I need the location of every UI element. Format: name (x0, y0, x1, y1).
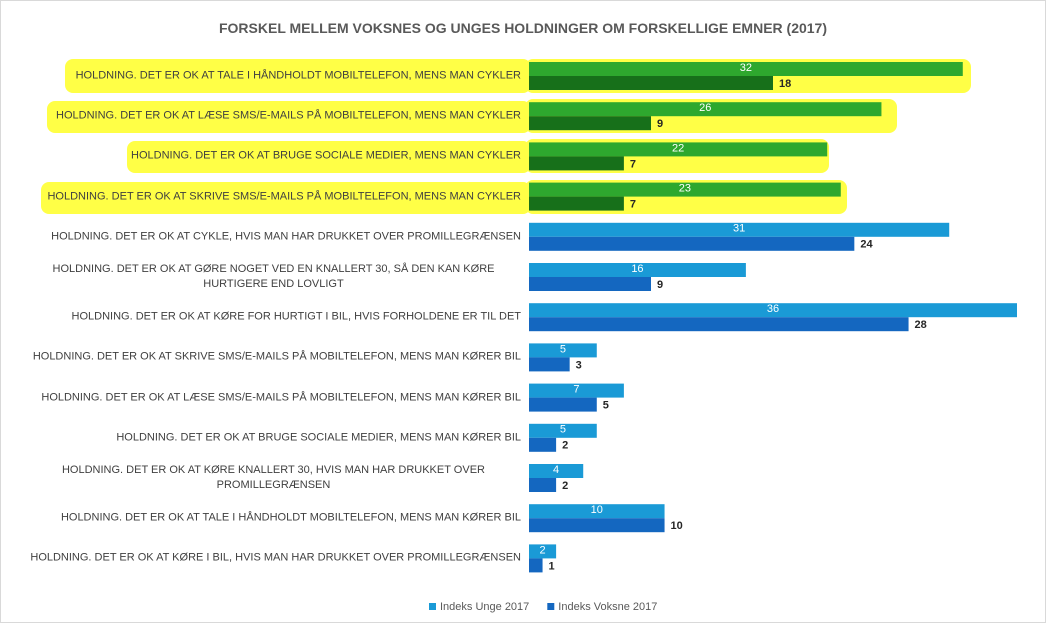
bar (529, 383, 624, 398)
bar (529, 518, 665, 533)
value-label: 32 (740, 62, 752, 74)
value-label: 7 (630, 158, 636, 170)
bar (529, 277, 651, 291)
category-text: HOLDNING. DET ER OK AT TALE I HÅNDHOLDT … (75, 69, 521, 82)
value-label: 5 (603, 400, 609, 412)
value-label: 10 (671, 520, 683, 532)
value-label: 1 (549, 560, 555, 572)
value-label: 31 (733, 223, 745, 235)
highlight (127, 141, 531, 173)
bar (529, 263, 746, 277)
value-label: 5 (560, 424, 566, 436)
highlight (41, 182, 531, 214)
category-text: HOLDNING. DET ER OK AT SKRIVE SMS/E-MAIL… (47, 190, 521, 203)
bar (529, 478, 557, 492)
category-label: HOLDNING. DET ER OK AT TALE I HÅNDHOLDT … (21, 511, 521, 526)
category-label: HOLDNING. DET ER OK AT KØRE I BIL, HVIS … (21, 551, 521, 566)
bar (529, 544, 557, 559)
category-text: HOLDNING. DET ER OK AT TALE I HÅNDHOLDT … (60, 511, 521, 524)
value-label: 10 (591, 504, 603, 516)
value-label: 26 (699, 102, 711, 114)
bar (529, 222, 950, 237)
value-label: 23 (679, 183, 691, 195)
value-label: 2 (562, 480, 568, 492)
category-text: HOLDNING. DET ER OK AT GØRE NOGET VED EN… (52, 263, 495, 290)
value-label: 4 (553, 464, 559, 476)
value-label: 5 (560, 343, 566, 355)
bar (529, 156, 624, 171)
value-label: 28 (915, 319, 927, 331)
category-text: HOLDNING. DET ER OK AT SKRIVE SMS/E-MAIL… (32, 350, 521, 363)
category-text: HOLDNING. DET ER OK AT LÆSE SMS/E-MAILS … (41, 391, 521, 404)
bar (529, 142, 828, 157)
highlight (47, 101, 531, 133)
value-label: 7 (573, 384, 579, 396)
bar (529, 62, 963, 76)
category-text: HOLDNING. DET ER OK AT BRUGE SOCIALE MED… (131, 149, 521, 162)
bar (529, 437, 557, 452)
value-label: 3 (576, 359, 582, 371)
category-text: HOLDNING. DET ER OK AT BRUGE SOCIALE MED… (116, 431, 521, 444)
bar (529, 558, 543, 573)
bar (529, 464, 584, 478)
chart-title: FORSKEL MELLEM VOKSNES OG UNGES HOLDNING… (218, 20, 828, 36)
category-text: HOLDNING. DET ER OK AT KØRE I BIL, HVIS … (30, 551, 521, 564)
category-label: HOLDNING. DET ER OK AT LÆSE SMS/E-MAILS … (21, 390, 521, 405)
bar (529, 102, 882, 117)
category-label: HOLDNING. DET ER OK AT SKRIVE SMS/E-MAIL… (21, 350, 521, 365)
value-label: 22 (672, 142, 684, 154)
bar (529, 343, 597, 358)
category-label: HOLDNING. DET ER OK AT BRUGE SOCIALE MED… (21, 430, 521, 445)
bar (529, 423, 597, 438)
bar (529, 504, 665, 519)
highlight (65, 59, 531, 93)
value-label: 9 (657, 118, 663, 130)
legend-label: Indeks Unge 2017 (440, 601, 529, 613)
value-label: 9 (657, 279, 663, 291)
value-label: 7 (630, 199, 636, 211)
bar (529, 303, 1017, 318)
category-label: HOLDNING. DET ER OK AT TALE I HÅNDHOLDT … (21, 69, 521, 84)
value-label: 36 (767, 303, 779, 315)
category-label: HOLDNING. DET ER OK AT KØRE FOR HURTIGT … (21, 310, 521, 325)
bar (529, 357, 570, 372)
category-label: HOLDNING. DET ER OK AT GØRE NOGET VED EN… (21, 262, 521, 292)
value-label: 2 (539, 544, 545, 556)
category-label: HOLDNING. DET ER OK AT LÆSE SMS/E-MAILS … (21, 109, 521, 124)
bar (529, 317, 909, 332)
legend-label: Indeks Voksne 2017 (558, 601, 657, 613)
category-label: HOLDNING. DET ER OK AT CYKLE, HVIS MAN H… (21, 229, 521, 244)
value-label: 24 (860, 239, 873, 251)
legend-swatch (429, 603, 436, 610)
category-label: HOLDNING. DET ER OK AT BRUGE SOCIALE MED… (21, 149, 521, 164)
value-label: 18 (779, 78, 791, 90)
value-label: 2 (562, 440, 568, 452)
category-text: HOLDNING. DET ER OK AT KØRE FOR HURTIGT … (71, 310, 521, 323)
bar (529, 196, 624, 211)
bar (529, 397, 597, 412)
legend-swatch (547, 603, 555, 610)
bar (529, 182, 841, 197)
category-text: HOLDNING. DET ER OK AT LÆSE SMS/E-MAILS … (56, 109, 521, 122)
category-text: HOLDNING. DET ER OK AT KØRE KNALLERT 30,… (61, 464, 485, 491)
category-label: HOLDNING. DET ER OK AT SKRIVE SMS/E-MAIL… (21, 189, 521, 204)
category-text: HOLDNING. DET ER OK AT CYKLE, HVIS MAN H… (51, 230, 521, 243)
category-label: HOLDNING. DET ER OK AT KØRE KNALLERT 30,… (21, 463, 521, 493)
bar (529, 76, 773, 90)
bar (529, 236, 855, 251)
bar (529, 116, 651, 131)
value-label: 16 (631, 263, 643, 275)
